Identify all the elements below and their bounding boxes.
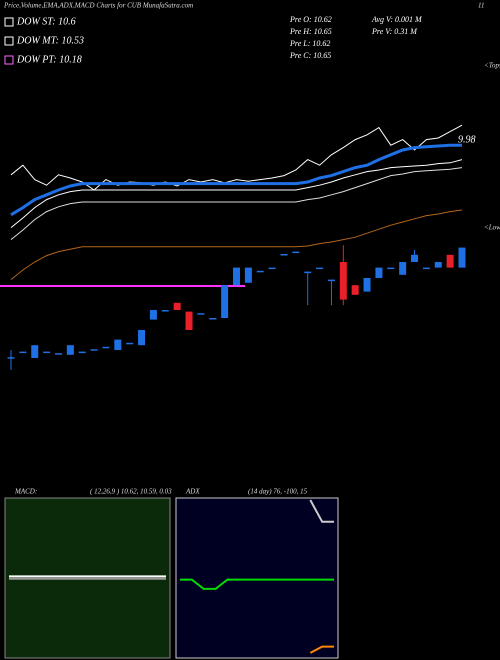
info-text: Pre V: 0.31 M <box>371 27 418 36</box>
candle-body <box>7 357 15 359</box>
candle-body <box>268 267 276 270</box>
series-line <box>10 167 463 240</box>
candle-body <box>185 311 193 330</box>
candle-body <box>221 285 229 318</box>
candle-body <box>78 351 86 354</box>
candle-body <box>316 267 324 270</box>
legend-swatch <box>4 36 14 46</box>
candle-body <box>351 285 359 295</box>
candle-body <box>161 310 169 312</box>
candle-body <box>31 345 39 358</box>
candle-body <box>43 351 51 354</box>
candle-body <box>458 247 466 268</box>
info-text: Pre L: 10.62 <box>289 39 330 48</box>
candle-body <box>363 278 371 292</box>
series-line <box>180 578 334 590</box>
candle-body <box>375 267 383 278</box>
candle-body <box>233 267 240 286</box>
candle-body <box>304 271 312 274</box>
legend-label: DOW PT: 10.18 <box>16 54 82 65</box>
page-title: Price,Volume,EMA,ADX,MACD Charts for CUB… <box>3 2 193 10</box>
candle-body <box>126 342 134 345</box>
candle-body <box>339 262 347 300</box>
panel-subtitle: (14 day) 76, -100, 15 <box>248 488 308 496</box>
legend-swatch <box>4 55 14 65</box>
series-line <box>10 143 462 217</box>
candle-body <box>411 254 419 262</box>
candle-body <box>19 351 27 354</box>
candle-body <box>66 345 74 355</box>
candle-body <box>280 254 288 256</box>
candle-body <box>149 310 157 320</box>
panel <box>175 497 339 659</box>
candle-body <box>434 262 442 268</box>
legend-label: DOW MT: 10.53 <box>16 35 84 46</box>
annotation: <Tops <box>484 62 500 70</box>
panel-title: MACD: <box>14 488 37 496</box>
candle-body <box>197 313 205 315</box>
panel-title: ADX <box>185 488 200 496</box>
candle-body <box>387 267 395 270</box>
candle-body <box>209 318 217 320</box>
panel-subtitle: ( 12,26,9 ) 10.62, 10.59, 0.03 <box>90 488 172 496</box>
annotation: 9.98 <box>458 134 476 145</box>
candle-body <box>90 349 98 351</box>
candle-body <box>422 267 430 270</box>
candle-body <box>327 279 335 282</box>
info-text: Avg V: 0.001 M <box>371 15 423 24</box>
candle-body <box>173 302 181 310</box>
info-text: Pre O: 10.62 <box>289 15 332 24</box>
candle-body <box>399 262 407 275</box>
annotation: <Lows <box>484 224 500 232</box>
candle-body <box>138 330 146 346</box>
series-line <box>10 159 463 228</box>
info-text: Pre H: 10.65 <box>289 27 332 36</box>
series-line <box>10 209 463 280</box>
candle-body <box>54 353 62 355</box>
legend-label: DOW ST: 10.6 <box>16 16 76 27</box>
candle-body <box>102 346 110 349</box>
corner-label: 11 <box>478 2 484 10</box>
series-line <box>309 645 334 654</box>
candle-body <box>446 254 454 268</box>
candle-body <box>292 251 300 254</box>
series-line <box>309 499 334 523</box>
info-text: Pre C: 10.65 <box>289 51 331 60</box>
candle-body <box>114 339 122 350</box>
legend-swatch <box>4 17 14 27</box>
candle-body <box>244 267 252 283</box>
candle-body <box>256 270 264 273</box>
